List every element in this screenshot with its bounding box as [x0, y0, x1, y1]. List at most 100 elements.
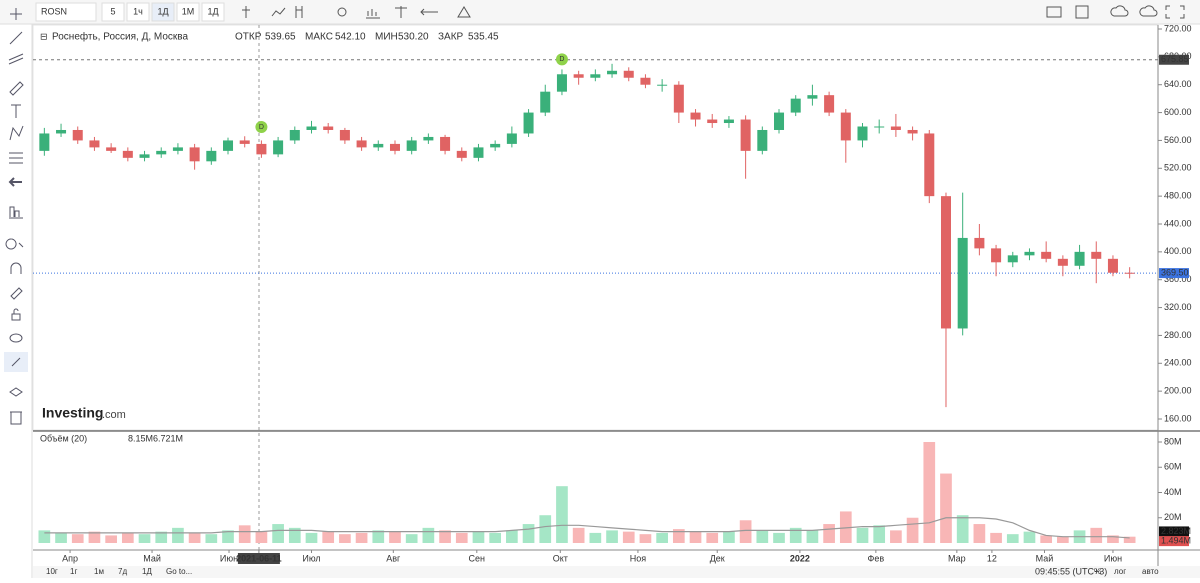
icon[interactable]: [295, 6, 303, 18]
candle-body: [723, 119, 734, 124]
legend-value: 535.45: [468, 32, 499, 43]
x-tick-label: Авг: [386, 553, 401, 563]
tool-icon[interactable]: [9, 31, 23, 45]
candle-body: [1007, 255, 1018, 263]
volume-bar: [856, 527, 869, 543]
dividend-marker[interactable]: [255, 120, 268, 133]
legend-title: Роснефть, Россия, Д, Москва: [52, 31, 188, 43]
volume-bar: [940, 473, 952, 543]
volume-bar: [155, 531, 168, 543]
interval: 5: [110, 6, 115, 16]
interval-button[interactable]: [126, 2, 150, 22]
volume-bar: [839, 511, 852, 543]
candle-body: [907, 129, 918, 134]
icon[interactable]: [337, 7, 347, 17]
dividend-label: D: [259, 124, 264, 131]
volume-bar: [506, 530, 518, 543]
symbol-box[interactable]: [35, 2, 97, 22]
candle-body: [657, 84, 668, 86]
legend-collapse[interactable]: ⊟: [40, 31, 48, 41]
y-tick-label: 480.00: [1164, 191, 1192, 201]
candle-body: [239, 140, 250, 144]
volume-bar: [806, 530, 819, 543]
volume-bar: [1123, 536, 1136, 543]
volume-bar: [489, 532, 502, 543]
candle-body: [991, 248, 1002, 263]
range-button[interactable]: 1м: [94, 567, 104, 576]
tool-icon[interactable]: [9, 357, 23, 425]
candle-body: [456, 150, 467, 158]
volume-label: 2.823M: [1161, 526, 1191, 536]
dividend-marker[interactable]: [555, 53, 568, 66]
y-tick-label: 600.00: [1164, 107, 1192, 117]
toolbar-icons: [242, 5, 1185, 19]
range-button[interactable]: 1Д: [142, 567, 152, 576]
volume-bar: [355, 532, 368, 543]
y-tick-label: 200.00: [1164, 386, 1192, 396]
volume-bar: [255, 531, 268, 543]
icon[interactable]: [366, 6, 471, 19]
volume-tick-label: 80M: [1164, 436, 1182, 446]
interval: 1ч: [133, 6, 143, 16]
icon[interactable]: [1046, 6, 1062, 18]
interval-button[interactable]: [201, 2, 225, 22]
volume-bar: [472, 531, 485, 543]
candle-body: [924, 133, 935, 197]
volume-bar: [689, 531, 702, 543]
candle-body: [89, 140, 100, 148]
volume-value: 8.15M: [128, 433, 153, 443]
tool-icon[interactable]: [8, 177, 22, 187]
volume-bar: [606, 530, 618, 543]
x-tick-label: Сен: [469, 553, 486, 563]
tool-icon[interactable]: [9, 152, 23, 164]
icon[interactable]: [242, 6, 286, 18]
volume-bar: [455, 532, 468, 543]
icon[interactable]: [1075, 5, 1089, 19]
volume-bar: [873, 525, 886, 543]
volume-bar: [238, 525, 251, 543]
interval-button[interactable]: [101, 2, 125, 22]
candle-body: [256, 143, 267, 155]
range-button[interactable]: 1г: [70, 567, 77, 576]
volume-bar: [305, 532, 318, 543]
volume-bar: [539, 515, 552, 543]
volume-bar: [55, 532, 67, 543]
y-tick-label: 720.00: [1164, 23, 1192, 33]
tool-icon[interactable]: [10, 262, 23, 321]
tool-icon[interactable]: [9, 333, 23, 343]
tool-icon[interactable]: [10, 8, 22, 20]
interval: 1Д: [207, 6, 218, 16]
tool-icon[interactable]: [8, 53, 24, 65]
candle-body: [473, 147, 484, 158]
sidebar-tools: [4, 8, 28, 425]
volume-bar: [339, 534, 351, 543]
symbol: ROSN: [41, 6, 67, 16]
volume-bar: [639, 534, 652, 543]
axis-option[interactable]: %: [1094, 567, 1101, 576]
volume-bar: [121, 532, 134, 543]
range-button[interactable]: 7д: [118, 567, 127, 576]
candle-body: [1074, 251, 1085, 266]
interval-button[interactable]: [176, 2, 200, 22]
volume-bar: [823, 524, 835, 543]
tool-icon[interactable]: [9, 125, 24, 141]
candle-body: [56, 129, 67, 134]
x-tick-label: Июн: [220, 553, 238, 563]
axis-option[interactable]: авто: [1142, 567, 1159, 576]
interval-button[interactable]: [151, 2, 175, 22]
range-button[interactable]: Go to...: [166, 567, 192, 576]
candle-body: [356, 140, 367, 148]
x-tick-label: 2022: [790, 553, 810, 563]
axis-option[interactable]: лог: [1114, 567, 1126, 576]
candle-body: [306, 126, 317, 130]
volume-bar: [389, 531, 401, 543]
tool-icon[interactable]: [9, 81, 24, 96]
candle-body: [1057, 258, 1068, 266]
range-button[interactable]: 10г: [46, 567, 58, 576]
icon[interactable]: [1110, 5, 1185, 19]
tool-icon[interactable]: [11, 104, 21, 118]
tool-icon[interactable]: [5, 206, 24, 250]
candle-body: [139, 154, 150, 158]
candle-body: [72, 129, 83, 141]
price-label-bg: [1159, 268, 1189, 279]
